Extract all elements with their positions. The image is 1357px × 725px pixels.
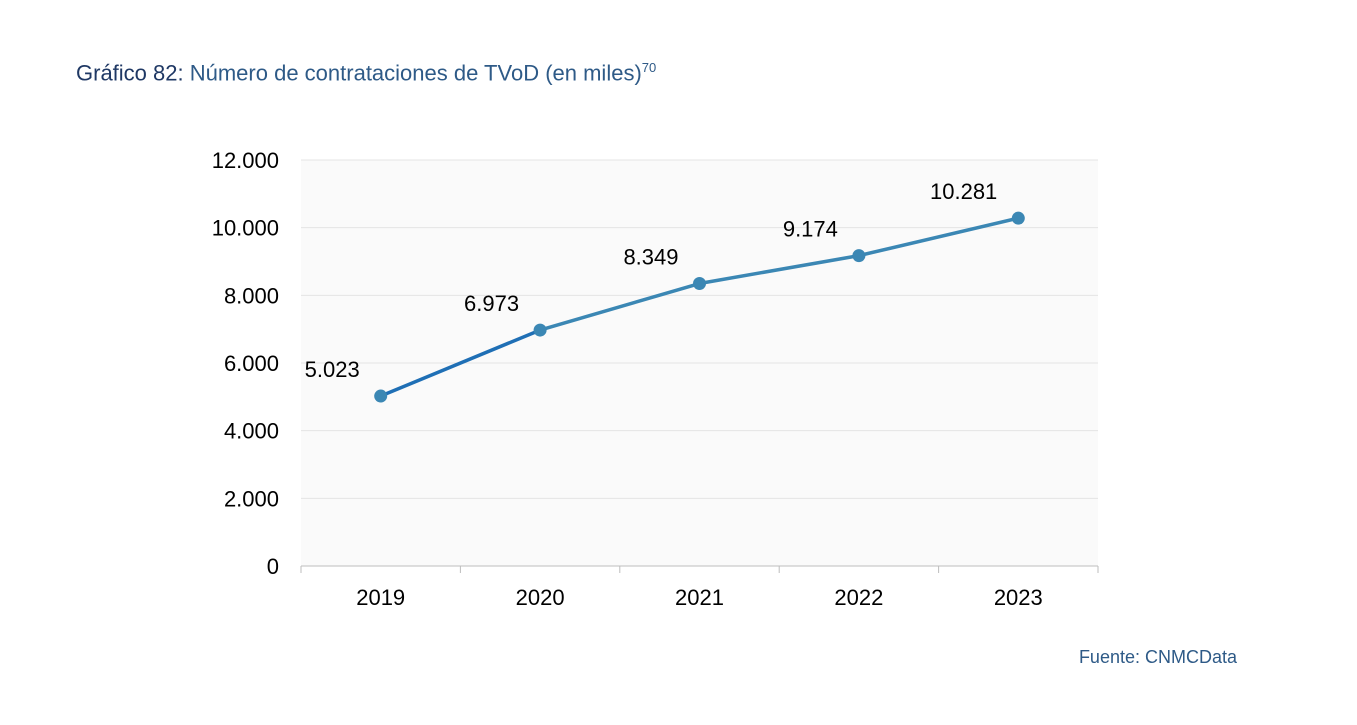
x-tick-label: 2023 (994, 585, 1043, 610)
figure-number: Gráfico 82: (76, 60, 184, 86)
data-label: 9.174 (783, 217, 838, 242)
x-tick-label: 2020 (516, 585, 565, 610)
series-line-segment (857, 216, 1021, 258)
figure-title-text: Número de contrataciones de TVoD (en mil… (189, 60, 642, 86)
y-tick-label: 8.000 (224, 283, 279, 308)
series-line-segment (538, 281, 702, 332)
data-point (1011, 211, 1025, 225)
data-point (693, 277, 706, 291)
y-tick-label: 6.000 (224, 351, 279, 376)
data-label: 8.349 (623, 245, 678, 270)
data-point (533, 323, 547, 337)
line-chart: 0 2.000 4.000 6.000 8.000 10.000 12.000 2019 202… (212, 148, 1099, 610)
y-tick-label: 2.000 (224, 486, 279, 511)
source-note: Fuente: CNMCData (1078, 647, 1237, 667)
y-tick-label: 4.000 (224, 419, 279, 444)
data-point (374, 389, 388, 403)
x-tick-label: 2022 (834, 585, 883, 610)
series-line-segment (378, 328, 542, 398)
data-label: 10.281 (930, 179, 997, 204)
y-tick-label: 10.000 (212, 216, 279, 241)
footnote-marker: 70 (641, 60, 657, 75)
y-tick-label: 12.000 (212, 148, 279, 173)
x-tick-label: 2019 (356, 585, 405, 610)
y-tick-label: 0 (267, 554, 279, 579)
figure-title: Gráfico 82: Número de contrataciones de … (76, 60, 656, 87)
x-tick-label: 2021 (675, 585, 724, 610)
series-line-segment (697, 253, 861, 286)
data-label: 5.023 (305, 357, 360, 382)
data-point (852, 249, 866, 263)
data-label: 6.973 (464, 291, 519, 316)
